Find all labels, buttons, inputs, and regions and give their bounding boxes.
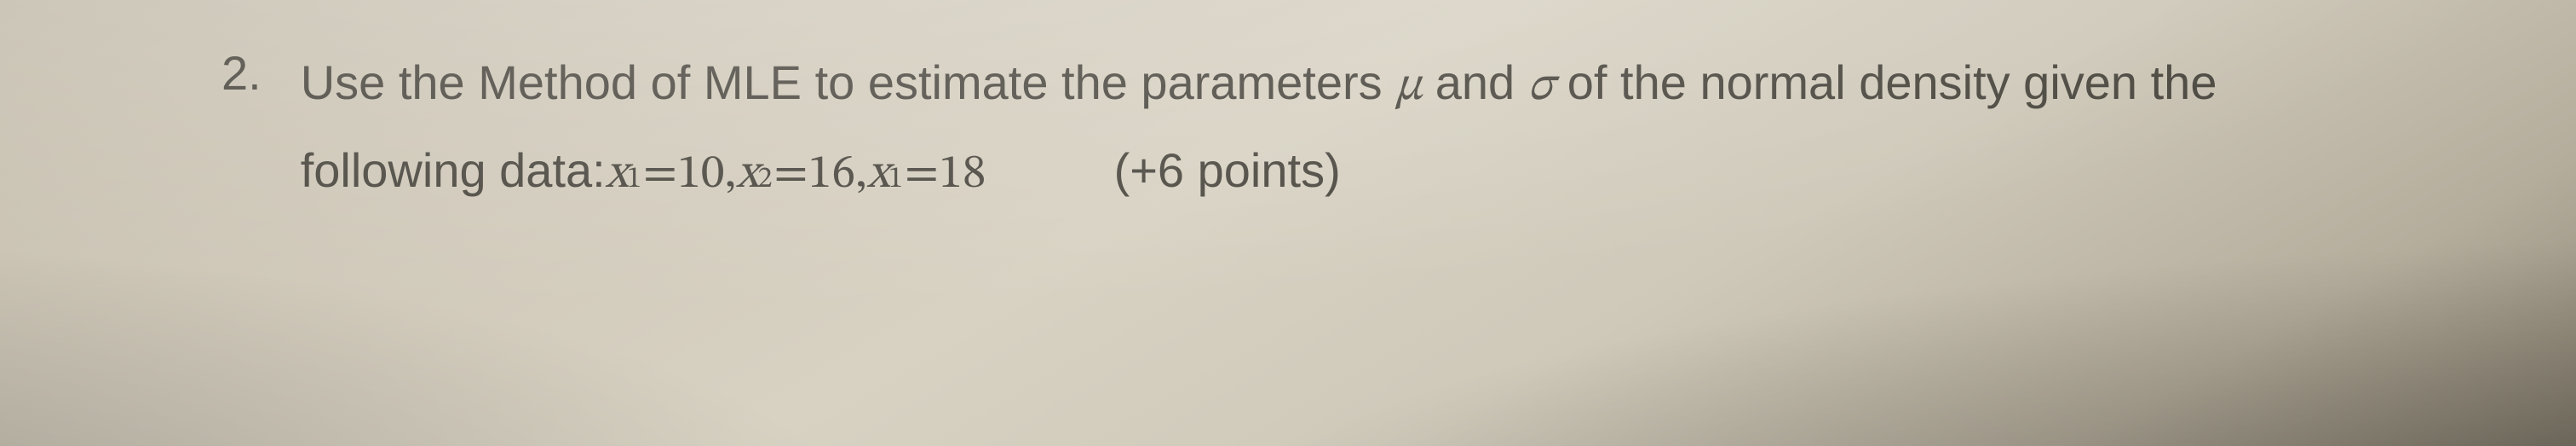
text-segment: and	[1422, 55, 1528, 109]
text-segment: of the normal density given the	[1554, 55, 2217, 109]
variable-x: x	[606, 133, 629, 217]
equals: =	[905, 133, 939, 217]
points-label: (+6 points)	[1114, 129, 1341, 212]
value: 16	[808, 133, 855, 217]
subscript: 1	[888, 154, 903, 206]
sigma-symbol: σ	[1528, 63, 1555, 111]
problem-number: 2.	[221, 41, 262, 106]
problem-2: 2. Use the Method of MLE to estimate the…	[221, 41, 2465, 217]
comma: ,	[855, 133, 867, 217]
equals: =	[773, 133, 808, 217]
text-segment: Use the Method of MLE to estimate the pa…	[301, 55, 1396, 109]
value: 10	[677, 133, 724, 217]
comma: ,	[725, 133, 737, 217]
problem-line-1: Use the Method of MLE to estimate the pa…	[301, 41, 2217, 129]
text-segment: following data:	[301, 129, 606, 212]
subscript: 2	[757, 154, 772, 206]
exam-page: 2. Use the Method of MLE to estimate the…	[0, 0, 2576, 446]
variable-x: x	[736, 133, 759, 217]
mu-symbol: μ	[1395, 63, 1422, 111]
subscript: 1	[627, 154, 641, 206]
problem-line-2: following data: x1 = 10, x2 = 16, x1 = 1…	[301, 129, 2217, 217]
value: 18	[939, 133, 986, 217]
equals: =	[643, 133, 677, 217]
variable-x: x	[867, 133, 890, 217]
problem-text: Use the Method of MLE to estimate the pa…	[301, 41, 2217, 217]
